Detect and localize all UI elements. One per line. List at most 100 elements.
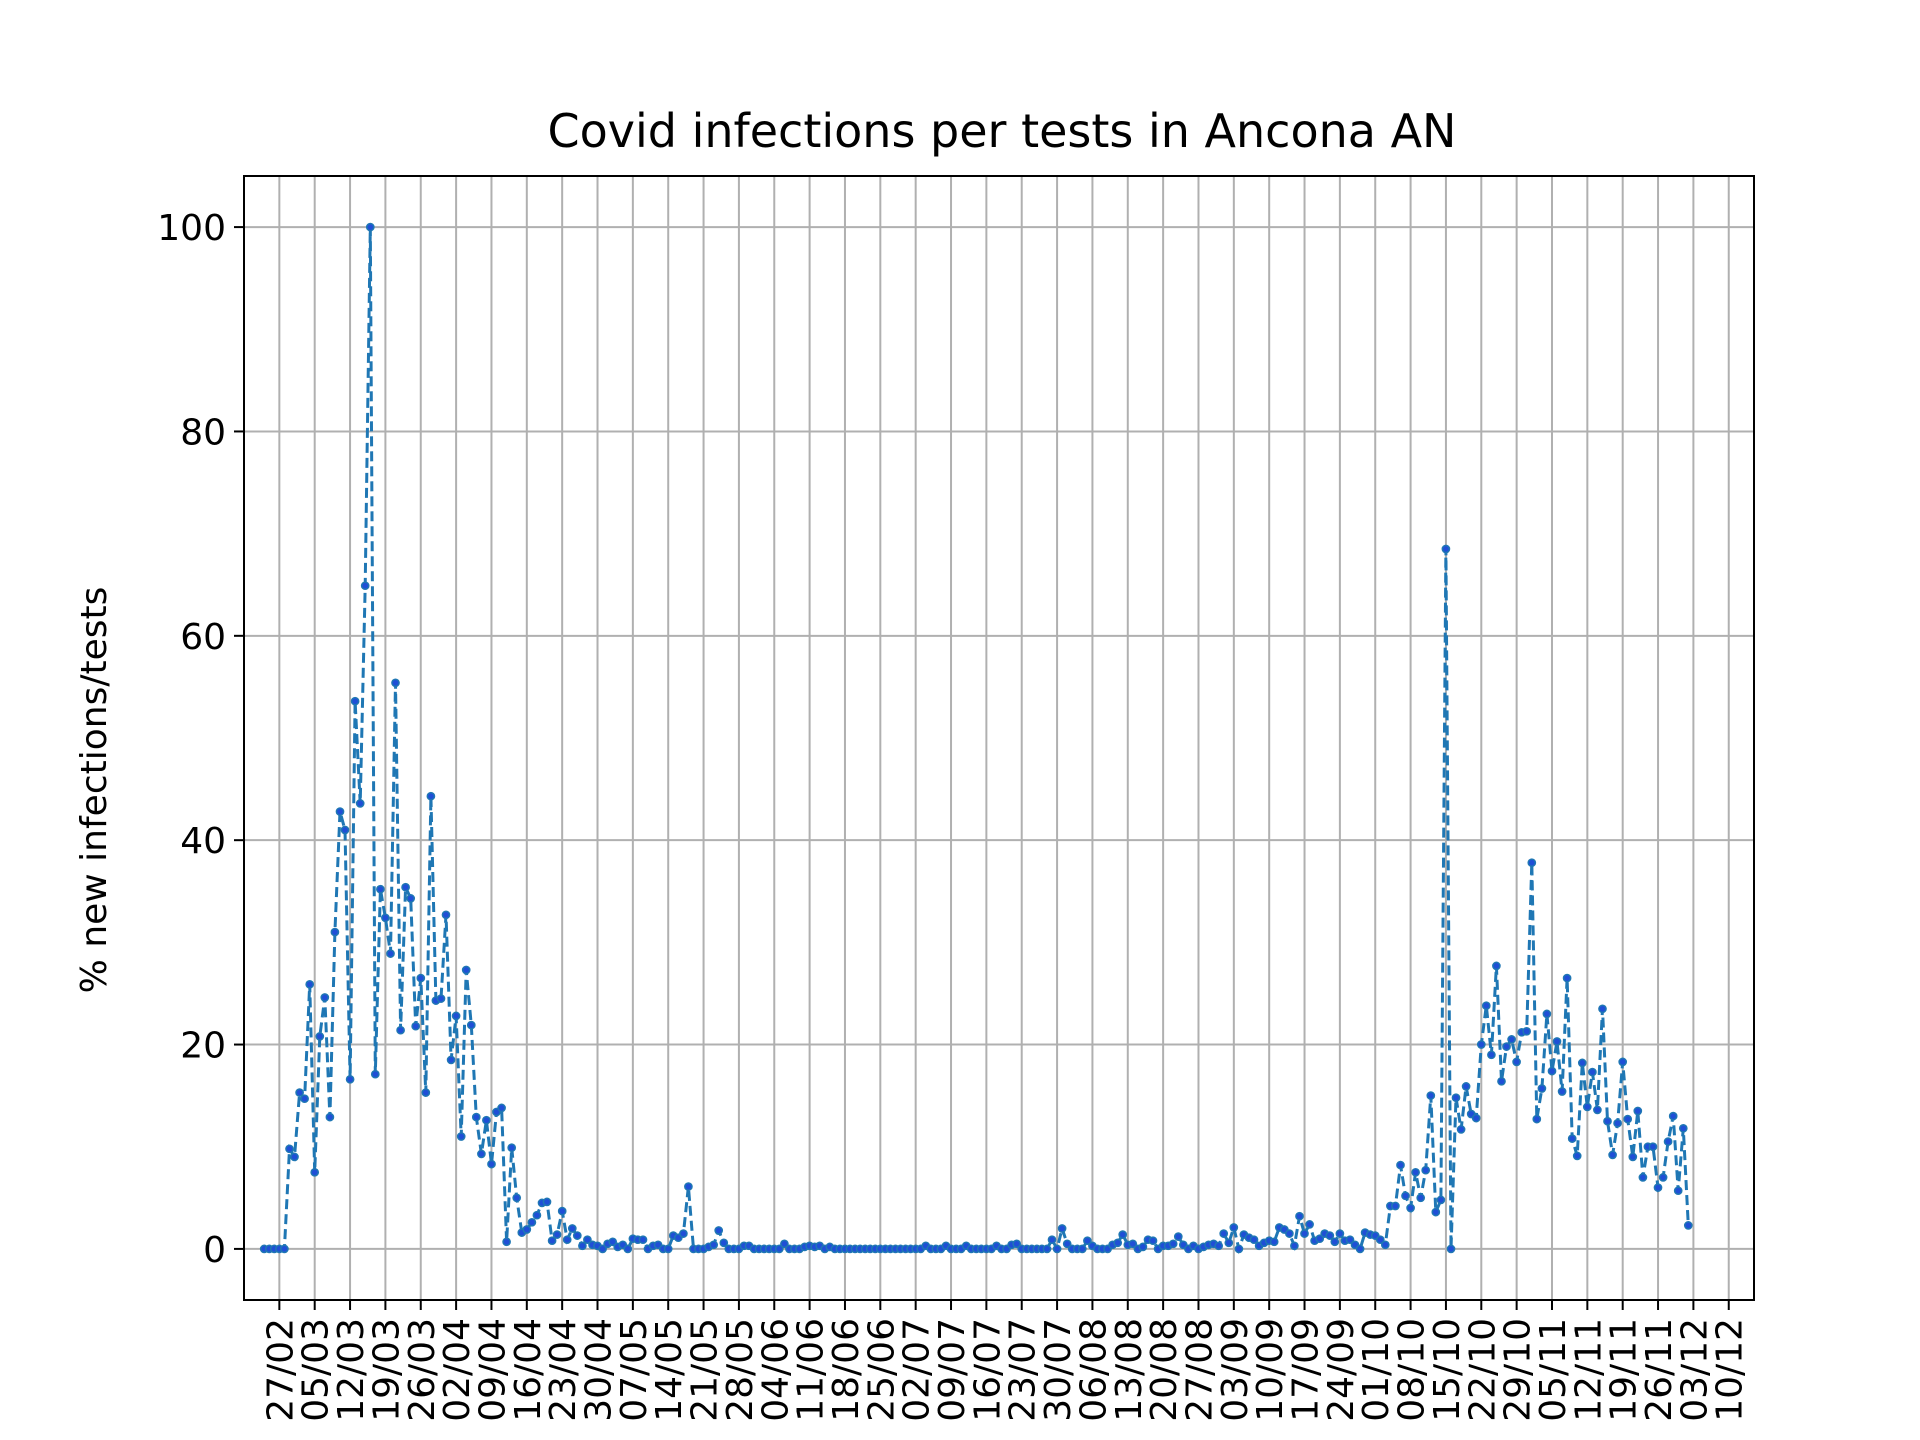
data-point xyxy=(1476,1040,1486,1049)
data-point xyxy=(441,910,451,920)
data-point xyxy=(1456,1125,1466,1134)
data-point xyxy=(608,1237,618,1247)
x-tick-label: 23/07 xyxy=(1003,1318,1044,1422)
data-point xyxy=(285,1144,294,1154)
data-point xyxy=(1603,1116,1612,1126)
data-point xyxy=(315,1032,325,1041)
data-point xyxy=(1593,1105,1602,1115)
data-point xyxy=(623,1244,633,1254)
data-point xyxy=(1502,1042,1511,1051)
data-point xyxy=(512,1193,522,1203)
x-tick-label: 19/11 xyxy=(1604,1318,1645,1422)
data-point xyxy=(1547,1066,1557,1076)
x-tick-label: 11/06 xyxy=(791,1318,832,1422)
data-point xyxy=(562,1235,572,1245)
x-tick-label: 18/06 xyxy=(826,1318,867,1422)
x-tick-label: 05/03 xyxy=(296,1318,337,1422)
data-point xyxy=(487,1159,496,1169)
x-tick-label: 19/03 xyxy=(366,1318,407,1422)
data-point xyxy=(1391,1201,1400,1211)
x-tick-label: 02/07 xyxy=(897,1318,938,1422)
data-point xyxy=(1305,1220,1314,1229)
data-point xyxy=(1421,1165,1431,1175)
data-point xyxy=(1224,1238,1234,1248)
data-point xyxy=(446,1055,456,1065)
y-axis-label: % new infections/tests xyxy=(74,587,115,994)
data-point xyxy=(583,1235,592,1245)
data-point xyxy=(1557,1087,1567,1096)
data-point xyxy=(1219,1229,1229,1238)
data-point xyxy=(557,1206,567,1216)
data-point xyxy=(1380,1240,1390,1250)
x-tick-label: 26/03 xyxy=(402,1318,443,1422)
data-point xyxy=(416,973,426,983)
data-point xyxy=(360,581,370,591)
data-point xyxy=(1290,1241,1299,1251)
plot-area-frame xyxy=(243,175,1755,1301)
data-point xyxy=(709,1240,719,1250)
data-point xyxy=(1325,1231,1335,1240)
x-tick-label: 15/10 xyxy=(1427,1318,1468,1422)
data-point xyxy=(355,799,365,808)
data-point xyxy=(1582,1102,1592,1112)
x-tick-label: 28/05 xyxy=(720,1318,761,1422)
x-tick-label: 14/05 xyxy=(649,1318,690,1422)
x-tick-label: 25/06 xyxy=(861,1318,902,1422)
data-point xyxy=(1214,1241,1224,1251)
data-point xyxy=(1537,1084,1547,1093)
x-tick-label: 17/09 xyxy=(1286,1318,1327,1422)
data-point xyxy=(1683,1221,1693,1230)
data-point xyxy=(391,678,400,688)
data-point xyxy=(1507,1035,1516,1044)
data-point xyxy=(1330,1237,1340,1247)
data-point xyxy=(1623,1114,1633,1124)
data-point xyxy=(300,1094,309,1104)
data-point xyxy=(461,965,471,975)
data-point xyxy=(1608,1150,1617,1160)
data-point xyxy=(714,1226,724,1235)
data-point xyxy=(1532,1114,1542,1124)
x-tick-label: 10/09 xyxy=(1250,1318,1291,1422)
x-tick-label: 20/08 xyxy=(1144,1318,1185,1422)
data-point xyxy=(1057,1224,1067,1233)
data-point xyxy=(345,1074,355,1084)
data-point xyxy=(325,1112,335,1122)
data-point xyxy=(547,1236,557,1246)
data-point xyxy=(522,1225,532,1234)
data-point xyxy=(1411,1167,1420,1177)
data-point xyxy=(1577,1058,1587,1068)
data-point xyxy=(497,1103,506,1113)
data-point xyxy=(1512,1057,1521,1067)
data-point xyxy=(411,1021,421,1031)
data-point xyxy=(684,1182,693,1191)
data-point xyxy=(598,1244,607,1254)
data-point xyxy=(1653,1183,1663,1192)
data-series xyxy=(259,222,1693,1255)
y-tick-label: 20 xyxy=(180,1026,226,1067)
data-point xyxy=(436,994,446,1003)
data-point xyxy=(1396,1160,1405,1170)
data-point xyxy=(1567,1134,1577,1143)
data-point xyxy=(1083,1236,1092,1246)
data-point xyxy=(381,913,390,923)
data-point xyxy=(572,1231,582,1240)
data-point xyxy=(1633,1106,1643,1116)
data-point xyxy=(1062,1239,1072,1249)
data-point xyxy=(542,1197,552,1207)
data-point xyxy=(1436,1195,1446,1205)
data-point xyxy=(1148,1236,1158,1246)
data-point xyxy=(1335,1229,1345,1238)
data-point xyxy=(1229,1223,1239,1232)
x-tick-label: 06/08 xyxy=(1073,1318,1114,1422)
data-point xyxy=(1300,1229,1309,1238)
data-point xyxy=(1618,1057,1628,1067)
y-tick-label: 40 xyxy=(180,821,226,862)
x-axis-ticks: 27/0205/0312/0319/0326/0302/0409/0416/04… xyxy=(260,1300,1751,1422)
x-tick-label: 29/10 xyxy=(1498,1318,1539,1422)
y-tick-label: 80 xyxy=(180,412,226,453)
data-point xyxy=(1173,1232,1183,1241)
data-point xyxy=(1295,1211,1304,1221)
data-point xyxy=(340,825,350,835)
data-point xyxy=(1077,1244,1087,1254)
